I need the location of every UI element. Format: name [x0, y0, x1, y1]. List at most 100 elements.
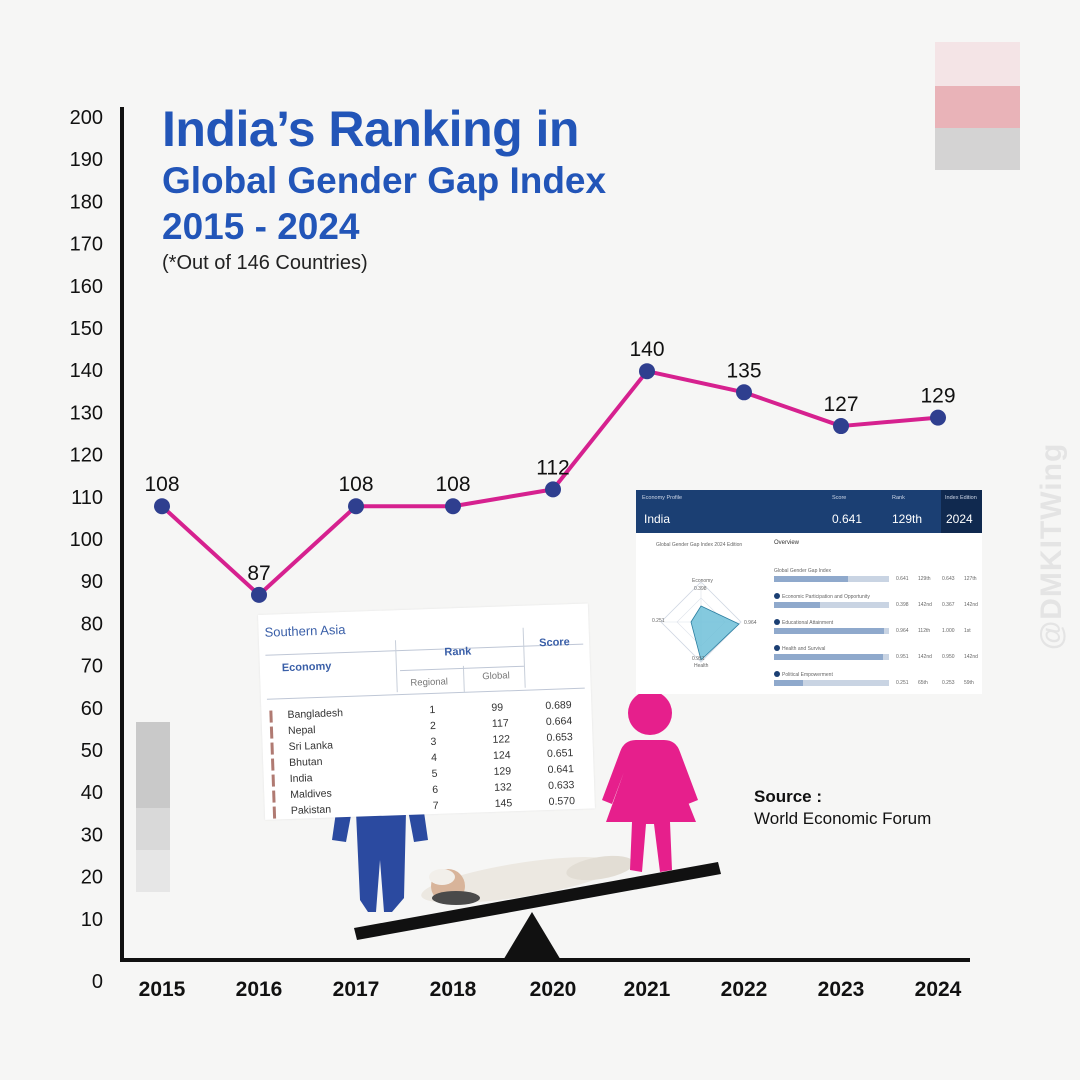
profile-row-value: 0.641	[896, 576, 909, 582]
source-label: Source :	[754, 787, 823, 806]
profile-row-icon	[774, 645, 780, 651]
data-point	[445, 498, 461, 515]
x-tick-label: 2018	[430, 978, 477, 1001]
south-asia-table: Southern Asia Economy Rank Score Regiona…	[258, 603, 595, 820]
y-tick-label: 40	[81, 782, 103, 804]
x-tick-labels: 2015 2016 2017 2018 2020 2021 2022 2023 2024	[139, 978, 962, 1001]
y-tick-label: 50	[81, 740, 103, 762]
radar-value-health: 0.951	[692, 656, 705, 662]
profile-edition-label: Index Edition	[945, 495, 977, 501]
profile-row-label: Health and Survival	[782, 646, 826, 652]
profile-row-value: 1st	[964, 628, 971, 634]
y-tick-label: 190	[70, 149, 103, 171]
table-header-global: Global	[482, 670, 510, 683]
page-title: India’s Ranking in	[162, 101, 579, 157]
x-tick-label: 2021	[624, 978, 671, 1001]
profile-row-value: 0.950	[942, 654, 955, 660]
profile-score: 0.641	[832, 512, 863, 526]
table-cell: Maldives	[290, 787, 332, 801]
data-point	[348, 498, 364, 515]
radar-axis-economy: Economy	[692, 578, 713, 584]
data-labels: 108 87 108 108 112 140 135 127 129	[144, 338, 955, 585]
profile-row-value: 112th	[918, 628, 931, 634]
x-tick-label: 2024	[915, 978, 962, 1001]
data-point	[639, 363, 655, 380]
x-tick-label: 2020	[530, 978, 577, 1001]
row-marker	[271, 774, 275, 787]
table-cell: 1	[429, 703, 436, 717]
table-cell: 122	[492, 733, 511, 746]
profile-row-value: 0.964	[896, 628, 909, 634]
y-tick-label: 100	[70, 529, 103, 551]
profile-row-value: 0.951	[896, 654, 909, 660]
table-cell: 5	[431, 767, 438, 781]
profile-row-icon	[774, 619, 780, 625]
table-header-score: Score	[538, 636, 570, 650]
table-region-title: Southern Asia	[264, 621, 346, 640]
x-tick-label: 2023	[818, 978, 865, 1001]
table-cell: Sri Lanka	[288, 739, 334, 754]
data-label: 108	[338, 473, 373, 496]
profile-row-value: 0.251	[896, 680, 909, 686]
y-tick-label: 20	[81, 867, 103, 889]
profile-row-bar	[774, 628, 889, 634]
table-header-regional: Regional	[410, 676, 449, 689]
profile-overview: Overview	[774, 540, 800, 546]
female-figure-icon	[602, 691, 698, 872]
profile-row-value: 1.000	[942, 628, 955, 634]
y-tick-label: 60	[81, 698, 103, 720]
data-points	[154, 363, 946, 603]
radar-value-education: 0.964	[744, 620, 757, 626]
table-cell: 7	[432, 799, 439, 813]
row-marker	[272, 790, 276, 803]
y-tick-label: 150	[70, 318, 103, 340]
profile-row-value: 142nd	[918, 602, 932, 608]
profile-row-icon	[774, 593, 780, 599]
table-cell: 2	[429, 719, 437, 733]
data-label: 129	[920, 385, 955, 408]
table-cell: 0.689	[545, 699, 572, 713]
y-tick-label: 130	[70, 402, 103, 424]
swatch-pink	[935, 86, 1020, 128]
data-point	[251, 586, 267, 603]
table-cell: 124	[492, 749, 511, 762]
x-tick-label: 2015	[139, 978, 186, 1001]
data-point	[736, 384, 752, 401]
row-marker	[269, 726, 274, 739]
seesaw-fulcrum	[502, 912, 562, 962]
profile-label: Economy Profile	[642, 495, 683, 501]
y-tick-label: 70	[81, 656, 103, 678]
table-cell: 3	[430, 735, 437, 749]
profile-row-value: 142nd	[918, 654, 932, 660]
table-header-rank: Rank	[444, 645, 472, 659]
data-label: 127	[823, 393, 858, 416]
data-label: 140	[629, 338, 664, 361]
swatch-gray-bar-3	[136, 850, 170, 892]
y-tick-label: 0	[92, 971, 103, 993]
table-cell: 145	[494, 797, 513, 810]
profile-rank: 129th	[892, 512, 923, 526]
data-point	[154, 498, 170, 515]
table-cell: 99	[491, 701, 504, 714]
row-marker	[272, 806, 277, 819]
swatch-gray-bar-1	[136, 722, 170, 808]
profile-row-value: 0.398	[896, 602, 909, 608]
table-cell: 0.570	[548, 795, 576, 808]
y-tick-label: 160	[70, 276, 103, 298]
profile-row-label: Political Empowerment	[782, 672, 833, 678]
profile-edition-box: Index Edition 2024	[941, 490, 982, 533]
profile-score-label: Score	[832, 495, 847, 501]
table-cell: 4	[430, 751, 438, 765]
profile-row-label: Educational Attainment	[782, 620, 834, 626]
y-tick-label: 80	[81, 613, 103, 635]
radar-value-politics: 0.251	[652, 618, 665, 624]
profile-edition: 2024	[946, 512, 973, 526]
data-point	[545, 481, 561, 498]
data-label: 112	[536, 456, 569, 479]
profile-row-label: Economic Participation and Opportunity	[782, 594, 870, 600]
profile-row-value: 0.367	[942, 602, 955, 608]
data-point	[930, 409, 946, 426]
source-note: Source : World Economic Forum	[754, 786, 931, 830]
data-label: 87	[247, 562, 270, 585]
